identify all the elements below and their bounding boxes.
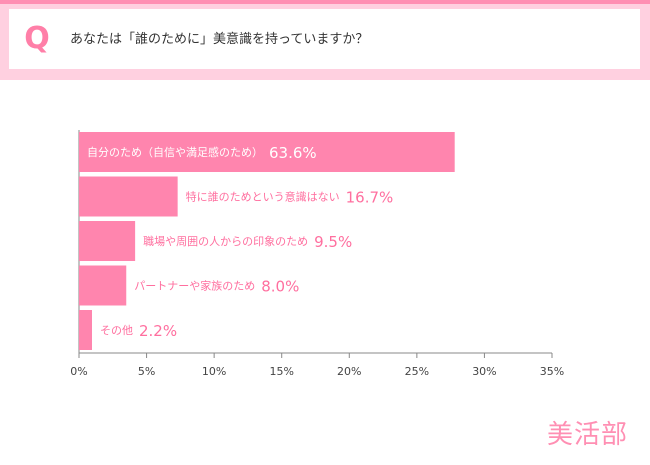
x-tick-label: 10% (202, 365, 226, 378)
x-tick-label: 30% (472, 365, 496, 378)
bar-value-label: 9.5% (314, 233, 352, 251)
x-tick-label: 5% (138, 365, 155, 378)
x-tick-label: 35% (540, 365, 564, 378)
bar-category-label: 特に誰のためという意識はない (186, 190, 340, 204)
x-tick-label: 15% (269, 365, 293, 378)
bar-value-label: 8.0% (261, 278, 299, 296)
bar (79, 310, 92, 350)
banner-top-stripe (0, 0, 650, 4)
question-box (9, 9, 640, 69)
bar-category-label: パートナーや家族のため (134, 279, 255, 293)
bar-category-label: その他 (100, 324, 133, 337)
question-banner: Q あなたは「誰のために」美意識を持っていますか？ (0, 0, 650, 80)
question-q-icon: Q (24, 21, 50, 56)
bar (79, 265, 127, 306)
bar (79, 176, 178, 217)
bar-value-label: 63.6% (269, 144, 317, 162)
brand-logo: 美活部 (546, 420, 628, 450)
bar-category-label: 自分のため（自信や満足感のため） (87, 146, 263, 159)
x-tick-label: 25% (405, 365, 429, 378)
bar-value-label: 2.2% (139, 322, 177, 340)
bar (79, 132, 455, 172)
bar (79, 221, 136, 261)
question-text: あなたは「誰のために」美意識を持っていますか？ (70, 32, 369, 47)
bar-category-label: 職場や周囲の人からの印象のため (143, 235, 308, 248)
x-tick-label: 20% (337, 365, 361, 378)
x-tick-label: 0% (70, 365, 87, 378)
bar-value-label: 16.7% (346, 189, 394, 207)
